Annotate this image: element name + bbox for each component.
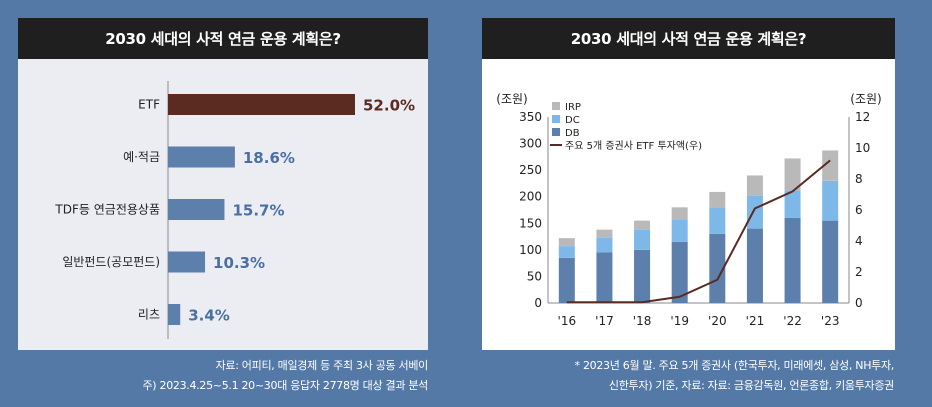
y-left-tick-label: 200 — [519, 190, 542, 204]
hbar-category-label: 예·적금 — [123, 150, 160, 164]
y-left-tick-label: 150 — [519, 216, 542, 230]
x-tick-label: '20 — [708, 314, 727, 328]
right-source-note: * 2023년 6월 말. 주요 5개 증권사 (한국투자, 미래에셋, 삼성,… — [474, 356, 895, 396]
stacked-bar-segment-dc — [822, 180, 839, 221]
stacked-bar-segment-dc — [596, 237, 613, 253]
hbar-bar — [168, 251, 206, 273]
y-right-tick-label: 8 — [855, 172, 863, 186]
y-left-tick-label: 50 — [527, 269, 542, 283]
stacked-bar-segment-dc — [671, 219, 688, 242]
stacked-bar-segment-db — [671, 241, 688, 303]
stacked-bar-segment-db — [746, 228, 763, 303]
y-axis-left-label: (조원) — [496, 92, 527, 106]
legend-label: DB — [565, 128, 580, 139]
stacked-bar-segment-db — [596, 252, 613, 303]
right-chart-panel: 2030 세대의 사적 연금 운용 계획은? (조원) (조원) 0 50 100 150… — [482, 18, 895, 350]
stacked-bar-segment-irp — [671, 207, 688, 220]
y-right-tick-label: 10 — [855, 141, 870, 155]
y-right-tick-label: 12 — [855, 110, 870, 124]
right-source-line2: 신한투자) 기준, 자료: 자료: 금융감독원, 언론종합, 키움투자증권 — [608, 379, 894, 392]
stacked-bar-segment-db — [784, 217, 801, 303]
horizontal-bar-chart: ETF 52.0% 예·적금 18.6% TDF등 연금전용상품 15.7% 일반펀드(공모… — [54, 81, 415, 339]
hbar-bar — [168, 304, 181, 325]
legend-label: IRP — [565, 102, 581, 113]
legend-swatch — [552, 102, 560, 110]
stacked-bar-segment-irp — [709, 191, 726, 208]
hbar-value-label: 52.0% — [363, 97, 415, 115]
stacked-bar-segment-db — [558, 257, 575, 303]
y-left-tick-label: 100 — [519, 243, 542, 257]
stacked-bar-segment-dc — [709, 207, 726, 234]
stacked-bar-segment-irp — [634, 220, 651, 230]
hbar-category-label: ETF — [138, 98, 160, 112]
stacked-bar-segment-db — [709, 233, 726, 303]
stacked-bar-segment-irp — [746, 175, 763, 196]
hbar-value-label: 15.7% — [232, 202, 284, 220]
stacked-bar-segment-dc — [746, 195, 763, 229]
stacked-bar-segment-dc — [784, 190, 801, 218]
x-tick-label: '16 — [558, 314, 577, 328]
left-chart-title: 2030 세대의 사적 연금 운용 계획은? — [18, 18, 428, 59]
y-left-tick-label: 350 — [519, 110, 542, 124]
hbar-value-label: 10.3% — [213, 254, 265, 272]
left-source-note: 자료: 어피티, 매일경제 등 주최 3사 공동 서베이 주) 2023.4.2… — [8, 356, 428, 396]
right-source-line1: * 2023년 6월 말. 주요 5개 증권사 (한국투자, 미래에셋, 삼성,… — [574, 359, 895, 372]
hbar-category-label: 리츠 — [138, 308, 160, 322]
stacked-bar-segment-dc — [558, 246, 575, 258]
stacked-bar-segment-irp — [784, 158, 801, 191]
x-tick-label: '21 — [746, 314, 765, 328]
stacked-bar-segment-irp — [822, 150, 839, 181]
etf-investment-line — [566, 159, 831, 304]
stacked-bar-segment-db — [822, 220, 839, 303]
hbar-bar — [168, 199, 225, 220]
left-source-line2: 주) 2023.4.25~5.1 20~30대 응답자 2778명 대상 결과 … — [142, 379, 428, 392]
y-left-tick-label: 0 — [534, 296, 542, 310]
hbar-category-label: TDF등 연금전용상품 — [54, 203, 160, 217]
x-tick-label: '18 — [633, 314, 652, 328]
legend-swatch — [552, 128, 560, 136]
x-tick-label: '22 — [783, 314, 802, 328]
stacked-bar-segment-irp — [596, 229, 613, 238]
y-left-tick-label: 250 — [519, 163, 542, 177]
stacked-bar-segment-dc — [634, 229, 651, 250]
x-tick-label: '23 — [821, 314, 840, 328]
y-right-tick-label: 4 — [855, 234, 863, 248]
stacked-bar-segment-db — [634, 249, 651, 303]
y-axis-right-label: (조원) — [850, 92, 881, 106]
hbar-bar — [168, 94, 355, 115]
left-source-line1: 자료: 어피티, 매일경제 등 주최 3사 공동 서베이 — [215, 359, 429, 372]
y-right-tick-label: 6 — [855, 203, 863, 217]
y-left-tick-label: 300 — [519, 137, 542, 151]
legend-label: DC — [565, 115, 580, 126]
y-right-tick-label: 2 — [855, 265, 863, 279]
hbar-value-label: 18.6% — [243, 149, 295, 167]
x-tick-label: '19 — [670, 314, 689, 328]
stacked-bar-line-chart: (조원) (조원) 0 50 100 150 200 250 300 350 0 2 4 6 8 10 12 '1… — [496, 92, 881, 328]
legend-label: 주요 5개 증권사 ETF 투자액(우) — [565, 140, 702, 152]
hbar-bar — [168, 146, 235, 168]
right-chart-title: 2030 세대의 사적 연금 운용 계획은? — [482, 18, 895, 59]
hbar-category-label: 일반펀드(공모펀드) — [62, 255, 160, 269]
legend-swatch — [552, 115, 560, 123]
left-chart-panel: 2030 세대의 사적 연금 운용 계획은? ETF 52.0% 예·적금 18.6%… — [18, 18, 428, 350]
hbar-value-label: 3.4% — [188, 307, 230, 325]
stacked-bar-segment-irp — [558, 238, 575, 247]
left-chart-body: ETF 52.0% 예·적금 18.6% TDF등 연금전용상품 15.7% 일반펀드(공모… — [18, 59, 428, 350]
y-right-tick-label: 0 — [855, 296, 863, 310]
x-tick-label: '17 — [595, 314, 614, 328]
right-chart-body: (조원) (조원) 0 50 100 150 200 250 300 350 0 2 4 6 8 10 12 '1… — [482, 59, 895, 350]
